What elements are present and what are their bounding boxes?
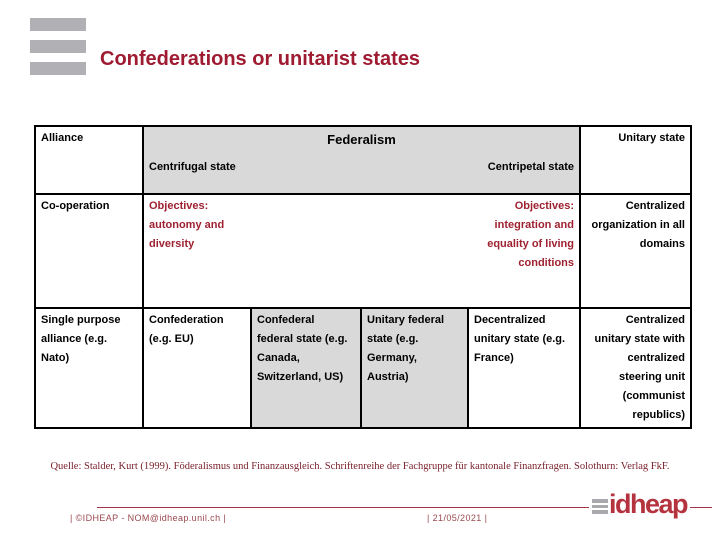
corner-bar [30,62,86,75]
cell-unitary-federal-state: Unitary federal state (e.g. Germany, Aus… [360,307,469,429]
footer-copyright: | ©IDHEAP - NOM@idheap.unil.ch | [70,513,227,523]
corner-bars-icon [30,18,86,84]
cell-single-purpose-alliance: Single purpose alliance (e.g. Nato) [34,307,144,429]
unitary-state-header-label: Unitary state [618,132,685,144]
corner-bar [30,40,86,53]
idheap-logo-bars-icon [592,499,608,516]
cooperation-label: Co-operation [41,200,110,212]
cell-confederation: Confederation (e.g. EU) [142,307,252,429]
comparison-table: Alliance Federalism Centrifugal state Ce… [34,125,692,429]
header-row: Alliance Federalism Centrifugal state Ce… [34,125,692,195]
federalism-header-label: Federalism [327,132,396,147]
page-title: Confederations or unitarist states [100,48,421,70]
cooperation-row: Co-operation Objectives: autonomy and di… [34,193,692,309]
alliance-header-label: Alliance [41,132,84,144]
state-types-row: Single purpose alliance (e.g. Nato) Conf… [34,307,692,429]
cell-confederal-federal-state: Confederal federal state (e.g. Canada, S… [250,307,362,429]
centrifugal-state-label: Centrifugal state [149,161,236,173]
cell-decentralized-unitary-state: Decentralized unitary state (e.g. France… [467,307,581,429]
objectives-left-text: Objectives: autonomy and diversity [149,200,225,250]
centripetal-state-label: Centripetal state [487,161,574,173]
objectives-right-text: Objectives: integration and equality of … [487,200,574,269]
corner-bar [30,18,86,31]
cell-cooperation: Co-operation [34,193,144,309]
cell-centralized-unitary-state: Centralized unitary state with centraliz… [579,307,692,429]
cell-alliance-header: Alliance [34,125,144,195]
source-citation: Quelle: Stalder, Kurt (1999). Föderalism… [50,461,670,472]
cell-federalism-header: Federalism Centrifugal state Centripetal… [142,125,581,195]
idheap-logo-text: idheap [609,489,689,519]
footer-rule [97,507,712,508]
idheap-logo: idheap [589,489,691,519]
cell-centralized-organization: Centralized organization in all domains [579,193,692,309]
cell-objectives: Objectives: autonomy and diversity Objec… [142,193,581,309]
footer-date: | 21/05/2021 | [427,513,488,523]
cell-unitary-state-header: Unitary state [579,125,692,195]
